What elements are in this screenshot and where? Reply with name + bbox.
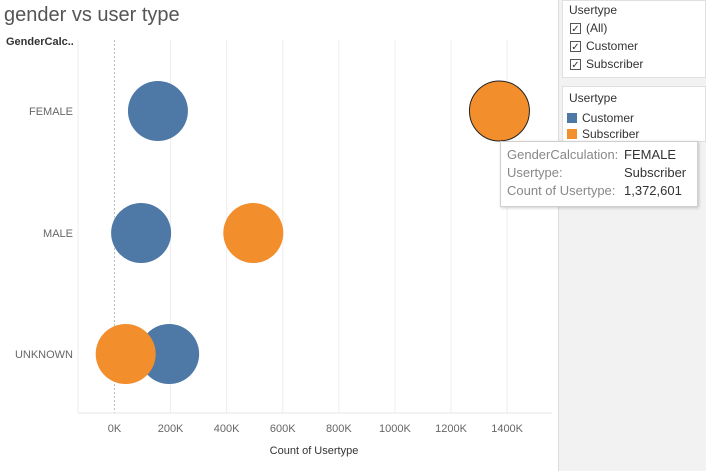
bubble-subscriber-male[interactable] xyxy=(223,203,284,263)
chart[interactable]: 0K 200K 400K 600K 800K 1000K 1200K 1400K FEMALE… xyxy=(0,40,556,471)
filter-item[interactable]: ✓ Customer xyxy=(563,37,705,55)
bubble-customer-male[interactable] xyxy=(111,203,172,263)
bubble-customer-unknown[interactable] xyxy=(139,324,200,384)
filter-title: Usertype xyxy=(569,3,618,17)
x-tick-label: 1200K xyxy=(435,423,467,435)
filter-item-label: Customer xyxy=(586,39,639,53)
legend-item[interactable]: Customer xyxy=(563,110,705,126)
y-category-label: FEMALE xyxy=(29,106,73,118)
y-category-label: UNKNOWN xyxy=(15,349,73,361)
legend-title: Usertype xyxy=(569,91,618,105)
bubble-subscriber-unknown[interactable] xyxy=(95,324,156,384)
x-tick-label: 800K xyxy=(326,423,352,435)
tooltip-value: 1,372,601 xyxy=(624,183,682,198)
tooltip-value: FEMALE xyxy=(624,147,677,162)
tooltip-key: GenderCalculation: xyxy=(507,147,619,162)
x-axis: 0K 200K 400K 600K 800K 1000K 1200K 1400K xyxy=(77,40,552,435)
side-panel xyxy=(558,0,706,471)
legend-swatch xyxy=(567,129,577,139)
filter-item-label: Subscriber xyxy=(586,57,644,71)
tooltip-value: Subscriber xyxy=(624,165,687,180)
x-axis-title: Count of Usertype xyxy=(270,445,359,457)
tooltip: GenderCalculation: FEMALE Usertype: Subscri… xyxy=(500,141,698,207)
usertype-filter-card: Usertype ✓ (All) ✓ Customer ✓ Subscriber xyxy=(562,0,706,78)
filter-item-label: (All) xyxy=(586,21,608,35)
x-tick-label: 1000K xyxy=(379,423,411,435)
filter-item[interactable]: ✓ (All) xyxy=(563,19,705,37)
usertype-legend-card: Usertype Customer Subscriber xyxy=(562,86,706,142)
legend-item-label: Customer xyxy=(582,111,635,125)
x-tick-label: 1400K xyxy=(491,423,523,435)
filter-item[interactable]: ✓ Subscriber xyxy=(563,55,705,73)
legend-item-label: Subscriber xyxy=(582,127,640,141)
x-tick-label: 0K xyxy=(108,423,122,435)
chart-title: gender vs user type xyxy=(4,4,180,26)
tooltip-row: Usertype: Subscriber xyxy=(507,165,697,183)
checkbox-checked-icon[interactable]: ✓ xyxy=(570,40,581,53)
legend-swatch xyxy=(567,113,577,123)
tooltip-key: Count of Usertype: xyxy=(507,183,616,198)
checkbox-checked-icon[interactable]: ✓ xyxy=(570,58,581,71)
legend-items: Customer Subscriber xyxy=(563,110,705,142)
filter-items: ✓ (All) ✓ Customer ✓ Subscriber xyxy=(563,19,705,73)
x-tick-label: 200K xyxy=(158,423,184,435)
bubble-subscriber-female[interactable] xyxy=(468,80,530,142)
x-tick-label: 600K xyxy=(270,423,296,435)
tooltip-row: GenderCalculation: FEMALE xyxy=(507,147,697,165)
bubble-customer-female[interactable] xyxy=(127,81,188,141)
x-tick-label: 400K xyxy=(214,423,240,435)
checkbox-checked-icon[interactable]: ✓ xyxy=(570,22,581,35)
y-axis-labels: FEMALE MALE UNKNOWN xyxy=(15,106,73,361)
row-header[interactable]: GenderCalc.. xyxy=(6,36,74,48)
marks xyxy=(95,80,530,384)
legend-item[interactable]: Subscriber xyxy=(563,126,705,142)
tooltip-key: Usertype: xyxy=(507,165,563,180)
tooltip-row: Count of Usertype: 1,372,601 xyxy=(507,183,697,201)
y-category-label: MALE xyxy=(43,228,73,240)
